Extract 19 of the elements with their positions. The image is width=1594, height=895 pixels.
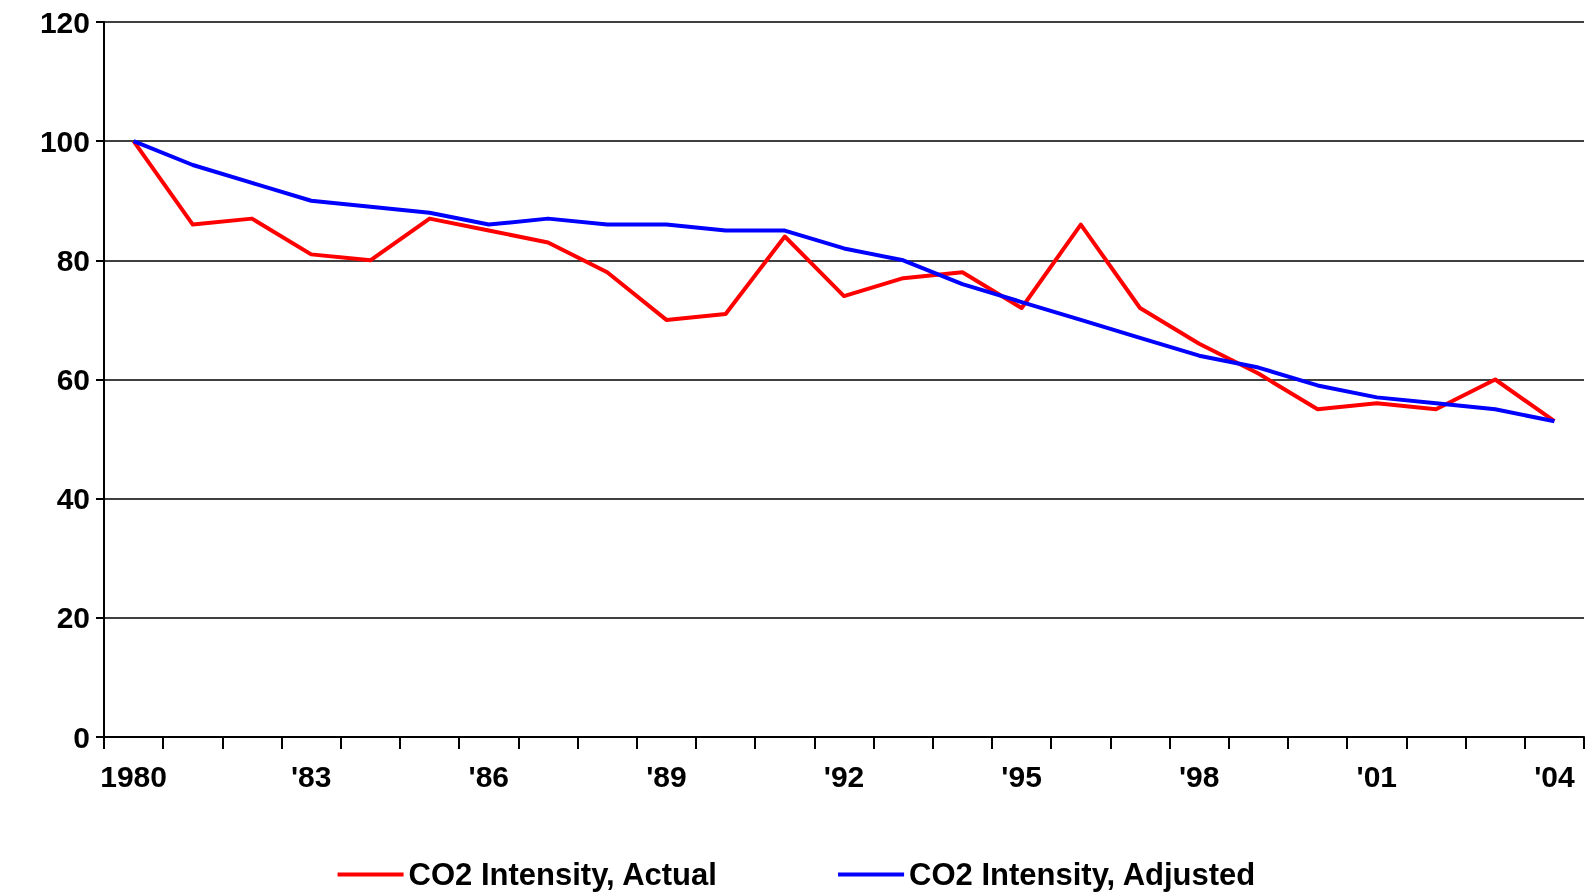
x-tick-label: '01 <box>1356 759 1398 793</box>
line-series <box>131 139 1557 424</box>
x-tick-label: '86 <box>468 759 510 793</box>
y-tick-label: 40 <box>56 482 90 516</box>
x-tick-label: 1980 <box>100 759 167 793</box>
x-tick-label: '92 <box>823 759 865 793</box>
y-tick-label: 120 <box>39 5 90 39</box>
y-tick-label: 20 <box>56 601 90 635</box>
y-tick-label: 80 <box>56 243 90 277</box>
x-tick-label: '89 <box>646 759 687 793</box>
legend-label: CO2 Intensity, Actual <box>408 857 717 892</box>
legend-label: CO2 Intensity, Adjusted <box>909 857 1256 892</box>
x-tick-label: '04 <box>1534 759 1575 793</box>
x-tick-label: '83 <box>290 759 332 793</box>
x-tick-label: '95 <box>1001 759 1042 793</box>
y-tick-label: 0 <box>73 720 90 754</box>
x-tick-label: '98 <box>1178 759 1220 793</box>
y-tick-label: 100 <box>39 124 90 158</box>
y-tick-label: 60 <box>56 363 90 396</box>
